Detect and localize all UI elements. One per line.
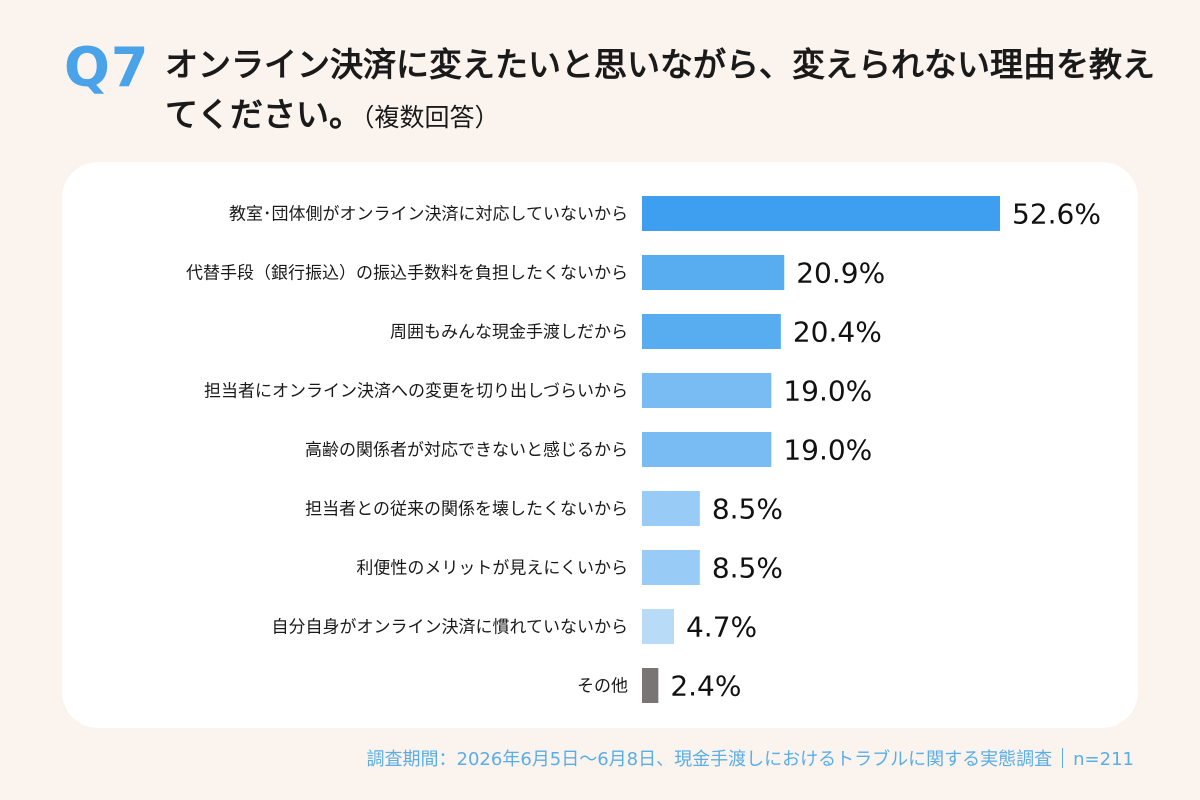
value-label: 4.7% — [686, 611, 757, 644]
bar — [642, 255, 785, 290]
question-title-text: オンライン決済に変えたいと思いながら、変えられない理由を教えてください。 — [165, 45, 1155, 134]
question-number: Q7 — [64, 36, 150, 99]
category-label: 周囲もみんな現金手渡しだから — [390, 323, 628, 343]
category-label: 担当者にオンライン決済への変更を切り出しづらいから — [204, 382, 628, 402]
bar — [642, 609, 674, 644]
value-label: 20.4% — [793, 316, 882, 349]
bar — [642, 491, 700, 526]
question-title-note: （複数回答） — [362, 103, 500, 132]
category-label: 代替手段（銀行振込）の振込手数料を負担したくないから — [186, 264, 628, 284]
value-label: 20.9% — [796, 257, 885, 290]
chart-card: 教室･団体側がオンライン決済に対応していないから 52.6% 代替手段（銀行振込）の… — [62, 162, 1138, 728]
category-label: 利便性のメリットが見えにくいから — [356, 559, 628, 579]
question-title: オンライン決済に変えたいと思いながら、変えられない理由を教えてください。（複数回… — [165, 40, 1165, 143]
sample-size: n=211 — [1073, 749, 1134, 770]
value-label: 19.0% — [783, 434, 872, 467]
category-label: 高齢の関係者が対応できないと感じるから — [305, 441, 628, 461]
category-label: その他 — [577, 677, 628, 697]
survey-info: 調査期間：2026年6月5日～6月8日、現金手渡しにおけるトラブルに関する実態調… — [366, 749, 1053, 770]
category-label: 教室･団体側がオンライン決済に対応していないから — [229, 205, 628, 225]
bar — [642, 314, 781, 349]
value-label: 52.6% — [1012, 198, 1101, 231]
value-label: 8.5% — [712, 552, 783, 585]
bar-chart: 教室･団体側がオンライン決済に対応していないから 52.6% 代替手段（銀行振込）の… — [186, 196, 1101, 703]
bar — [642, 550, 700, 585]
value-label: 19.0% — [783, 375, 872, 408]
footer: 調査期間：2026年6月5日～6月8日、現金手渡しにおけるトラブルに関する実態調… — [367, 748, 1134, 772]
footer-divider — [1062, 748, 1064, 768]
value-label: 8.5% — [712, 493, 783, 526]
category-label: 自分自身がオンライン決済に慣れていないから — [272, 618, 629, 638]
value-label: 2.4% — [670, 670, 741, 703]
bar — [642, 668, 659, 703]
bar — [642, 432, 772, 467]
bar — [642, 196, 1000, 231]
bar — [642, 373, 772, 408]
category-label: 担当者との従来の関係を壊したくないから — [305, 500, 628, 520]
